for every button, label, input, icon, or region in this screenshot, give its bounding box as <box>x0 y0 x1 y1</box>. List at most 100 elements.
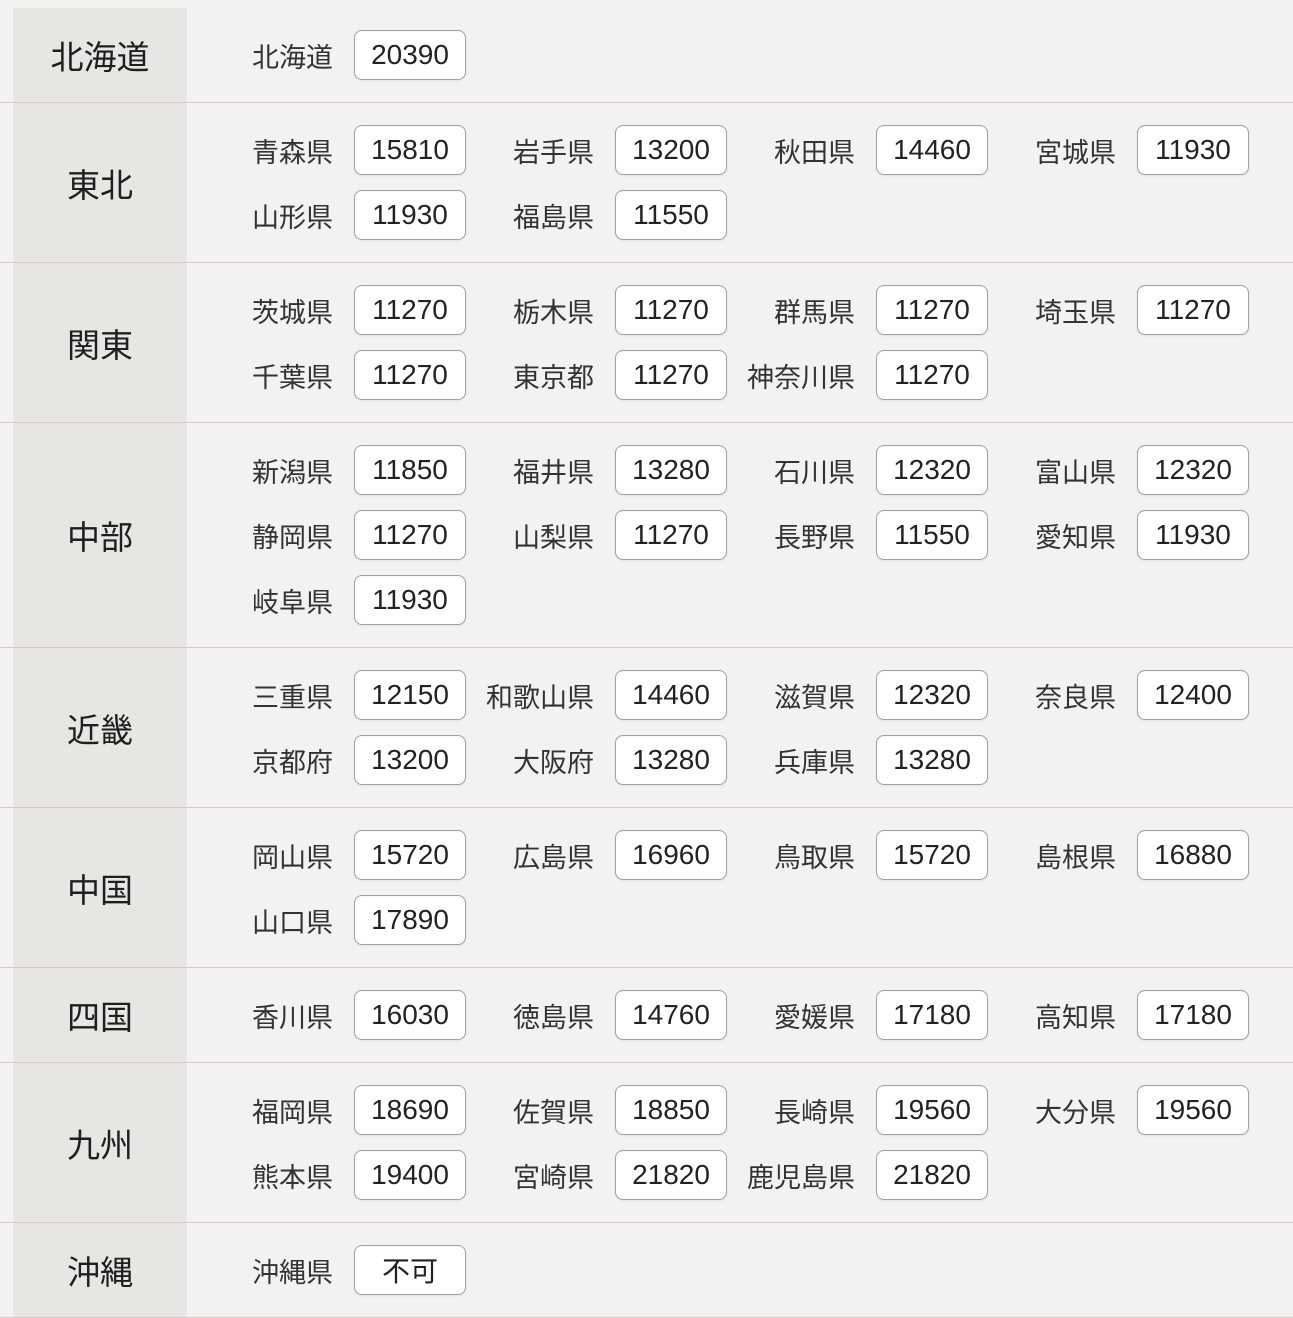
prefecture-fee-input[interactable] <box>876 670 988 720</box>
prefecture-label: 宮城県 <box>1035 137 1116 168</box>
region-row: 東北 青森県 岩手県 秋田県 宮城県 山形県 福島県 <box>0 103 1293 263</box>
prefecture-fee-input[interactable] <box>876 125 988 175</box>
prefecture-cell: 岩手県 <box>466 125 727 175</box>
region-prefecture-list: 北海道 <box>187 8 1293 102</box>
region-row: 北海道 北海道 <box>0 8 1293 103</box>
prefecture-label: 熊本県 <box>252 1162 333 1193</box>
prefecture-fee-input[interactable] <box>615 670 727 720</box>
prefecture-fee-input[interactable] <box>615 510 727 560</box>
prefecture-fee-input[interactable] <box>354 510 466 560</box>
prefecture-label: 愛媛県 <box>774 1002 855 1033</box>
prefecture-label: 山口県 <box>252 907 333 938</box>
region-row: 近畿 三重県 和歌山県 滋賀県 奈良県 京都府 大阪府 兵庫県 <box>0 648 1293 808</box>
prefecture-fee-input[interactable] <box>354 190 466 240</box>
prefecture-label: 大阪府 <box>513 747 594 778</box>
prefecture-label: 島根県 <box>1035 842 1116 873</box>
region-name: 中部 <box>13 423 187 647</box>
prefecture-fee-input[interactable] <box>354 990 466 1040</box>
prefecture-fee-input[interactable] <box>354 575 466 625</box>
prefecture-fee-input[interactable] <box>1137 125 1249 175</box>
prefecture-fee-input[interactable] <box>354 350 466 400</box>
prefecture-cell: 神奈川県 <box>727 350 988 400</box>
prefecture-fee-input[interactable] <box>1137 830 1249 880</box>
prefecture-fee-input[interactable] <box>615 125 727 175</box>
prefecture-fee-input[interactable] <box>1137 990 1249 1040</box>
region-row: 四国 香川県 徳島県 愛媛県 高知県 <box>0 968 1293 1063</box>
prefecture-cell: 島根県 <box>988 830 1249 880</box>
prefecture-fee-input[interactable] <box>354 1150 466 1200</box>
prefecture-fee-input[interactable] <box>1137 445 1249 495</box>
prefecture-label: 群馬県 <box>774 297 855 328</box>
prefecture-fee-input[interactable] <box>876 735 988 785</box>
prefecture-fee-input[interactable] <box>876 1150 988 1200</box>
prefecture-fee-input[interactable] <box>354 1085 466 1135</box>
region-row: 中国 岡山県 広島県 鳥取県 島根県 山口県 <box>0 808 1293 968</box>
prefecture-fee-input[interactable] <box>615 735 727 785</box>
prefecture-cell: 熊本県 <box>205 1150 466 1200</box>
prefecture-label: 鹿児島県 <box>747 1162 855 1193</box>
prefecture-fee-input[interactable] <box>876 285 988 335</box>
prefecture-fee-input[interactable] <box>876 445 988 495</box>
region-name: 四国 <box>13 968 187 1062</box>
prefecture-fee-input[interactable] <box>876 990 988 1040</box>
prefecture-fee-input[interactable] <box>1137 1085 1249 1135</box>
prefecture-label: 愛知県 <box>1035 522 1116 553</box>
prefecture-cell: 岐阜県 <box>205 575 466 625</box>
prefecture-fee-input[interactable] <box>615 1085 727 1135</box>
prefecture-label: 茨城県 <box>252 297 333 328</box>
prefecture-cell: 静岡県 <box>205 510 466 560</box>
prefecture-fee-input[interactable] <box>1137 285 1249 335</box>
prefecture-label: 宮崎県 <box>513 1162 594 1193</box>
prefecture-label: 和歌山県 <box>486 682 594 713</box>
prefecture-label: 高知県 <box>1035 1002 1116 1033</box>
prefecture-cell: 埼玉県 <box>988 285 1249 335</box>
prefecture-fee-input[interactable] <box>354 125 466 175</box>
prefecture-fee-input[interactable] <box>615 990 727 1040</box>
prefecture-fee-input[interactable] <box>876 510 988 560</box>
prefecture-label: 東京都 <box>513 362 594 393</box>
prefecture-cell: 大分県 <box>988 1085 1249 1135</box>
prefecture-fee-input[interactable] <box>354 285 466 335</box>
prefecture-fee-input[interactable] <box>615 285 727 335</box>
prefecture-cell: 長崎県 <box>727 1085 988 1135</box>
prefecture-fee-input[interactable] <box>615 830 727 880</box>
prefecture-fee-input[interactable] <box>354 30 466 80</box>
prefecture-cell: 愛媛県 <box>727 990 988 1040</box>
prefecture-label: 静岡県 <box>252 522 333 553</box>
prefecture-fee-input[interactable] <box>615 350 727 400</box>
prefecture-fee-input[interactable] <box>354 445 466 495</box>
prefecture-label: 千葉県 <box>252 362 333 393</box>
prefecture-cell: 三重県 <box>205 670 466 720</box>
prefecture-label: 香川県 <box>252 1002 333 1033</box>
prefecture-fee-input[interactable] <box>354 670 466 720</box>
prefecture-label: 神奈川県 <box>747 362 855 393</box>
prefecture-cell: 茨城県 <box>205 285 466 335</box>
prefecture-cell: 佐賀県 <box>466 1085 727 1135</box>
prefecture-cell: 宮城県 <box>988 125 1249 175</box>
prefecture-fee-input[interactable] <box>876 830 988 880</box>
prefecture-label: 山形県 <box>252 202 333 233</box>
prefecture-fee-input[interactable] <box>354 735 466 785</box>
prefecture-fee-input[interactable] <box>354 830 466 880</box>
prefecture-fee-input[interactable] <box>615 1150 727 1200</box>
prefecture-label: 福井県 <box>513 457 594 488</box>
prefecture-label: 北海道 <box>252 42 333 73</box>
prefecture-fee-input[interactable] <box>615 190 727 240</box>
prefecture-fee-input[interactable] <box>876 350 988 400</box>
prefecture-cell: 群馬県 <box>727 285 988 335</box>
prefecture-cell: 和歌山県 <box>466 670 727 720</box>
prefecture-label: 鳥取県 <box>774 842 855 873</box>
prefecture-cell: 宮崎県 <box>466 1150 727 1200</box>
prefecture-fee-input[interactable] <box>876 1085 988 1135</box>
region-row: 中部 新潟県 福井県 石川県 富山県 静岡県 山梨県 長野県 愛知県 岐阜県 <box>0 423 1293 648</box>
prefecture-fee-input[interactable] <box>1137 510 1249 560</box>
prefecture-label: 長崎県 <box>774 1097 855 1128</box>
prefecture-fee-input[interactable] <box>354 895 466 945</box>
prefecture-fee-input[interactable] <box>615 445 727 495</box>
region-prefecture-list: 沖縄県 <box>187 1223 1293 1317</box>
prefecture-cell: 新潟県 <box>205 445 466 495</box>
prefecture-label: 青森県 <box>252 137 333 168</box>
prefecture-fee-input[interactable] <box>1137 670 1249 720</box>
prefecture-fee-input[interactable] <box>354 1245 466 1295</box>
prefecture-label: 石川県 <box>774 457 855 488</box>
